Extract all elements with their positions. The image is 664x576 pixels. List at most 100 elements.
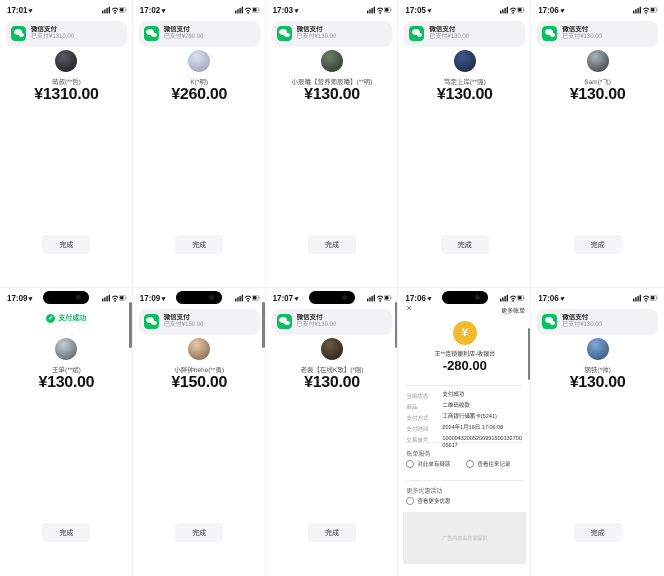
more-bills-link[interactable]: 更多账单	[501, 309, 526, 315]
phone-screenshot-card: 17:06 × 更多账单 ¥ 王**连锁便利店-收银台 -280.00 当前状态 支付成功 商品…	[397, 287, 533, 576]
payment-success-text: 支付成功	[58, 315, 87, 322]
done-button[interactable]: 完成	[42, 235, 91, 254]
wifi-icon	[643, 295, 650, 300]
banner-message: 已支付¥1310.00	[31, 33, 75, 40]
detail-label: 当前状态	[406, 394, 429, 400]
detail-label: 交易单号	[406, 438, 429, 444]
payee-name: 老裴【在线K歌】(*刚)	[300, 367, 364, 374]
wifi-dot	[113, 12, 116, 14]
battery-icon	[384, 294, 393, 301]
phone-screenshot-card: 17:06 微信支付 已支付¥130.00 Sam(*飞) ¥130.00 完成	[530, 0, 664, 289]
status-icons	[101, 6, 127, 14]
battery-icon	[649, 6, 658, 13]
signal-icon	[101, 294, 110, 302]
bill-service-item[interactable]: 对此单有疑惑	[406, 460, 450, 468]
signal-icon	[500, 294, 509, 302]
payee-name: 钢铁(*帅)	[584, 367, 611, 374]
payee-avatar	[320, 338, 343, 360]
status-icons	[367, 6, 393, 14]
payee-avatar	[586, 50, 609, 72]
status-time: 17:06	[405, 294, 433, 303]
wechat-notification-banner[interactable]: 微信支付 已支付¥130.00	[404, 21, 526, 46]
status-time: 17:06	[538, 6, 566, 15]
done-button[interactable]: 完成	[307, 235, 356, 254]
wechat-notification-banner[interactable]: 微信支付 已支付¥150.00	[138, 309, 260, 334]
payment-success-line: ✓ 支付成功	[0, 313, 133, 323]
scrollbar[interactable]	[527, 328, 531, 380]
payment-amount: ¥130.00	[569, 86, 626, 103]
done-button[interactable]: 完成	[573, 235, 622, 254]
battery-icon	[251, 6, 260, 13]
payment-amount: ¥130.00	[569, 374, 626, 391]
wifi-dot	[113, 300, 116, 302]
battery-icon	[517, 294, 525, 301]
time-text: 17:01	[7, 5, 28, 15]
wechat-pay-icon	[143, 314, 159, 329]
done-button[interactable]: 完成	[175, 523, 224, 542]
payee-avatar	[586, 338, 609, 360]
promo-item[interactable]: 查看更多优惠	[406, 497, 450, 505]
payment-amount: ¥260.00	[171, 86, 228, 103]
done-button[interactable]: 完成	[573, 523, 622, 542]
banner-message: 已支付¥130.00	[296, 33, 337, 40]
payment-amount: ¥130.00	[304, 374, 360, 391]
time-text: 17:09	[7, 293, 28, 303]
ad-placeholder[interactable]: 广告内容由商家提供	[403, 512, 527, 564]
wechat-notification-banner[interactable]: 微信支付 已支付¥130.00	[537, 309, 658, 334]
scrollbar[interactable]	[129, 302, 132, 348]
banner-message: 已支付¥130.00	[296, 321, 337, 328]
promo-item-label: 查看更多优惠	[417, 499, 451, 505]
status-bar: 17:01	[7, 5, 127, 15]
payee-name: 小辰曦【营养师辰曦】(**明)	[291, 79, 373, 86]
wechat-notification-banner[interactable]: 微信支付 已支付¥1310.00	[6, 21, 127, 46]
transaction-amount: -280.00	[442, 358, 487, 373]
payee-avatar	[55, 50, 78, 72]
banner-app-name: 微信支付	[296, 313, 323, 321]
done-button[interactable]: 完成	[42, 523, 91, 542]
status-bar: 17:06	[405, 293, 525, 303]
success-check-icon: ✓	[46, 313, 56, 323]
scrollbar[interactable]	[394, 302, 398, 348]
payee-avatar	[320, 50, 343, 72]
wifi-dot	[246, 12, 249, 14]
wechat-pay-icon	[11, 26, 26, 41]
wifi-dot	[645, 300, 647, 302]
service-item-icon	[406, 460, 415, 468]
done-button[interactable]: 完成	[307, 523, 356, 542]
promo-item-icon	[406, 497, 415, 505]
bill-services-title: 账单服务	[406, 452, 431, 458]
wechat-notification-banner[interactable]: 微信支付 已支付¥130.00	[537, 21, 658, 46]
status-icons	[234, 294, 260, 302]
wifi-icon	[111, 295, 118, 300]
wechat-notification-banner[interactable]: 微信支付 已支付¥260.00	[138, 21, 260, 46]
payment-amount: ¥130.00	[436, 86, 493, 103]
status-bar: 17:09	[140, 293, 260, 303]
banner-message: 已支付¥130.00	[562, 33, 602, 40]
wifi-dot	[246, 300, 249, 302]
bill-service-item[interactable]: 查看往来记录	[466, 460, 510, 468]
done-button[interactable]: 完成	[440, 235, 489, 254]
wifi-icon	[244, 295, 251, 300]
wifi-dot	[512, 300, 515, 302]
signal-icon	[632, 294, 641, 302]
status-icons	[367, 294, 393, 302]
phone-screenshot-card: 17:09 ✓ 支付成功 王单(**斌) ¥130.00 完成	[0, 287, 134, 576]
location-arrow-icon	[294, 7, 300, 13]
banner-app-name: 微信支付	[562, 25, 589, 33]
wifi-dot	[379, 300, 382, 302]
close-icon[interactable]: ×	[406, 303, 412, 313]
service-item-label: 对此单有疑惑	[417, 462, 451, 468]
banner-app-name: 微信支付	[31, 25, 57, 33]
wechat-notification-banner[interactable]: 微信支付 已支付¥130.00	[271, 21, 393, 46]
payment-amount: ¥1310.00	[34, 86, 99, 103]
scrollbar[interactable]	[262, 302, 265, 348]
status-bar: 17:09	[7, 293, 127, 303]
status-bar: 17:06	[538, 5, 658, 15]
wifi-icon	[111, 7, 118, 12]
dynamic-island	[176, 291, 223, 304]
done-button[interactable]: 完成	[175, 235, 224, 254]
location-arrow-icon	[161, 7, 168, 13]
detail-row: 支付方式 工商银行储蓄卡(5241)	[406, 414, 524, 422]
wechat-notification-banner[interactable]: 微信支付 已支付¥130.00	[271, 309, 393, 334]
wifi-icon	[643, 7, 650, 12]
